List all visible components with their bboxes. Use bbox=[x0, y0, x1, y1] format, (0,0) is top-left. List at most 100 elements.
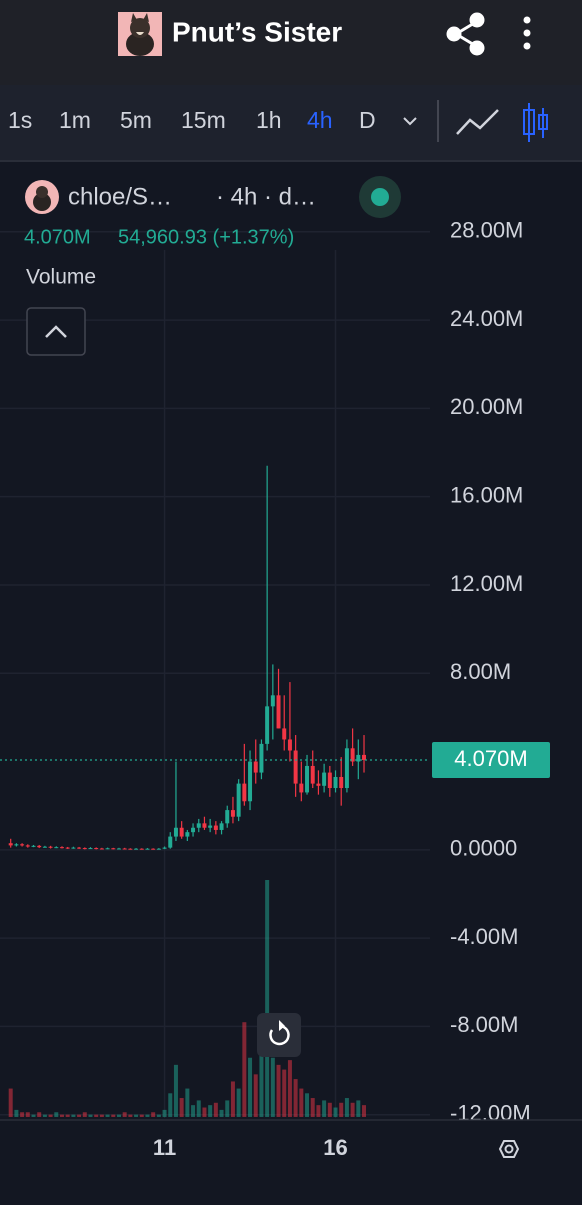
candle-body bbox=[20, 844, 25, 846]
volume-bar bbox=[82, 1112, 87, 1117]
volume-bar bbox=[350, 1102, 355, 1117]
indicator-name: Volume bbox=[26, 266, 96, 289]
volume-bar bbox=[356, 1100, 361, 1117]
candle-body bbox=[265, 706, 270, 744]
volume-bar bbox=[299, 1088, 304, 1117]
candle-body bbox=[168, 836, 173, 848]
collapse-button[interactable] bbox=[26, 307, 86, 356]
volume-bar bbox=[168, 1093, 173, 1117]
timeframe-option[interactable]: 1s bbox=[8, 107, 32, 133]
volume-bar bbox=[179, 1098, 184, 1117]
candle-body bbox=[248, 761, 253, 802]
candle-body bbox=[139, 848, 144, 850]
candle-body bbox=[350, 748, 355, 762]
candle-body bbox=[191, 827, 196, 833]
volume-bar bbox=[99, 1114, 104, 1117]
candle-body bbox=[213, 825, 218, 830]
volume-bar bbox=[139, 1114, 144, 1117]
time-axis bbox=[0, 1120, 582, 1200]
x-tick-label: 16 bbox=[323, 1135, 347, 1160]
volume-bar bbox=[134, 1114, 139, 1117]
volume-bar bbox=[54, 1112, 59, 1117]
candle-body bbox=[14, 844, 19, 846]
time-axis-labels: 11 16 bbox=[153, 1135, 348, 1160]
candle-body bbox=[333, 776, 338, 789]
candle-body bbox=[116, 848, 121, 850]
candle-body bbox=[59, 847, 64, 849]
candle-body bbox=[344, 748, 349, 789]
candle-body bbox=[173, 827, 178, 837]
timeframe-option[interactable]: 1h bbox=[256, 107, 282, 133]
candle-body bbox=[179, 827, 184, 837]
y-tick-label: 8.00M bbox=[450, 659, 511, 684]
timeframe-option[interactable]: 1m bbox=[59, 107, 91, 133]
candle-body bbox=[339, 776, 344, 789]
volume-bar bbox=[71, 1114, 76, 1117]
more-menu[interactable] bbox=[523, 16, 531, 50]
candle-chart-button[interactable] bbox=[523, 103, 548, 142]
share-button[interactable] bbox=[446, 12, 485, 56]
volume-bar bbox=[293, 1079, 298, 1117]
volume-bar bbox=[59, 1114, 64, 1117]
volume-bar bbox=[65, 1114, 70, 1117]
candle-body bbox=[48, 846, 53, 848]
candle-body bbox=[316, 783, 321, 786]
volume-bar bbox=[327, 1102, 332, 1117]
candle-body bbox=[94, 848, 99, 850]
candle-body bbox=[196, 823, 201, 828]
candle-body bbox=[37, 845, 42, 848]
volume-bar bbox=[344, 1098, 349, 1117]
volume-bar bbox=[145, 1114, 150, 1117]
candle-body bbox=[219, 823, 224, 830]
candle-body bbox=[134, 848, 139, 850]
volume-bar bbox=[362, 1105, 367, 1117]
candle-body bbox=[65, 847, 70, 849]
volume-bar bbox=[259, 1022, 264, 1117]
candle-body bbox=[122, 848, 127, 850]
volume-bar bbox=[88, 1114, 93, 1117]
candle-body bbox=[105, 848, 110, 850]
timeframe-option[interactable]: 4h bbox=[307, 107, 333, 133]
candle-body bbox=[236, 783, 241, 817]
volume-bar bbox=[322, 1100, 327, 1117]
volume-bar bbox=[185, 1088, 190, 1117]
timeframe-option[interactable]: 15m bbox=[181, 107, 226, 133]
candle-body bbox=[42, 846, 47, 848]
volume-bar bbox=[14, 1109, 19, 1117]
candle-body bbox=[82, 848, 87, 850]
timeframe-option[interactable]: 5m bbox=[120, 107, 152, 133]
candle-body bbox=[156, 848, 161, 850]
candle-body bbox=[111, 848, 116, 850]
legend-interval: · 4h · d… bbox=[216, 183, 316, 210]
y-tick-label: -8.00M bbox=[450, 1012, 518, 1037]
price-axis: 28.00M 24.00M 20.00M 16.00M 12.00M 8.00M 0.000… bbox=[432, 218, 550, 1126]
volume-bar bbox=[191, 1105, 196, 1117]
candle-body bbox=[208, 825, 213, 828]
candle-body bbox=[230, 810, 235, 817]
y-tick-label: 20.00M bbox=[450, 394, 523, 419]
volume-bar bbox=[316, 1105, 321, 1117]
candle-body bbox=[99, 848, 104, 850]
candle-body bbox=[362, 754, 367, 760]
candle-body bbox=[305, 765, 310, 793]
volume-bar bbox=[162, 1109, 167, 1117]
reset-button[interactable] bbox=[257, 1013, 301, 1057]
volume-bar bbox=[173, 1064, 178, 1117]
volume-bar bbox=[333, 1107, 338, 1117]
timeframe-group: 1s 1m 5m 15m 1h 4h D bbox=[8, 107, 376, 133]
volume-bar bbox=[208, 1105, 213, 1117]
candle-body bbox=[322, 772, 327, 786]
volume-bar bbox=[8, 1088, 13, 1117]
volume-layer bbox=[8, 880, 367, 1117]
legend-avatar bbox=[25, 180, 59, 214]
candle-body bbox=[31, 845, 36, 847]
header-title: Pnut’s Sister bbox=[172, 16, 342, 47]
line-chart-button[interactable] bbox=[456, 109, 499, 135]
timeframe-option[interactable]: D bbox=[359, 107, 376, 133]
volume-bar bbox=[219, 1109, 224, 1117]
timeframe-dropdown[interactable] bbox=[403, 117, 417, 126]
volume-bar bbox=[196, 1100, 201, 1117]
settings-button[interactable] bbox=[498, 1140, 520, 1158]
